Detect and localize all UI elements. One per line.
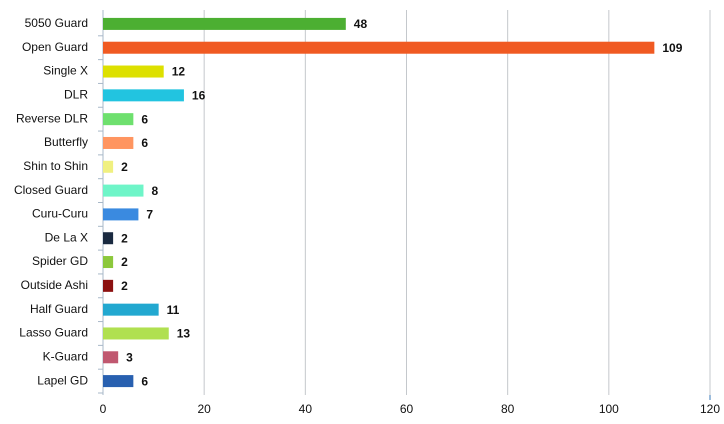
bar (103, 65, 164, 78)
y-tick-label: Lapel GD (37, 373, 88, 387)
value-label: 11 (167, 303, 180, 317)
value-label: 3 (126, 350, 133, 364)
value-label: 6 (141, 374, 148, 388)
bar (103, 351, 119, 364)
value-label: 2 (121, 255, 128, 269)
y-tick-label: Butterfly (44, 135, 88, 149)
y-tick-label: Spider GD (32, 254, 88, 268)
y-tick-label: Half Guard (30, 302, 88, 316)
bar (103, 17, 346, 30)
value-label: 2 (121, 160, 128, 174)
y-tick-label: De La X (45, 230, 88, 244)
value-label: 48 (354, 17, 368, 31)
value-label: 2 (121, 279, 128, 293)
y-tick-label: Lasso Guard (19, 326, 88, 340)
x-tick-label: 100 (599, 402, 619, 416)
bar (103, 208, 139, 221)
bar (103, 184, 144, 197)
value-label: 7 (146, 208, 153, 222)
y-tick-label: Shin to Shin (23, 159, 88, 173)
bar (103, 279, 114, 292)
value-label: 13 (177, 327, 191, 341)
y-tick-label: K-Guard (43, 349, 88, 363)
value-label: 109 (662, 41, 682, 55)
bar (103, 303, 159, 316)
bar (103, 232, 114, 245)
bar (103, 327, 169, 340)
x-tick-label: 60 (400, 402, 414, 416)
value-label: 6 (141, 112, 148, 126)
y-tick-label: Reverse DLR (16, 111, 88, 125)
bar (103, 41, 655, 54)
value-label: 6 (141, 136, 148, 150)
bar (103, 89, 184, 102)
y-tick-label: Outside Ashi (21, 278, 88, 292)
value-label: 12 (172, 65, 186, 79)
y-tick-label: Open Guard (22, 40, 88, 54)
value-label: 2 (121, 231, 128, 245)
value-label: 8 (151, 184, 158, 198)
value-label: 16 (192, 89, 206, 103)
y-tick-label: Curu-Curu (32, 207, 88, 221)
bar (103, 256, 114, 269)
x-tick-label: 20 (197, 402, 211, 416)
x-tick-label: 0 (100, 402, 107, 416)
y-tick-label: 5050 Guard (25, 16, 88, 30)
bar (103, 160, 114, 173)
bar (103, 113, 134, 126)
y-tick-label: Closed Guard (14, 183, 88, 197)
x-tick-label: 120 (700, 402, 720, 416)
y-tick-label: DLR (64, 88, 88, 102)
y-tick-label: Single X (43, 64, 88, 78)
bar (103, 375, 134, 388)
bar (103, 136, 134, 149)
x-tick-label: 40 (299, 402, 313, 416)
x-tick-label: 80 (501, 402, 515, 416)
